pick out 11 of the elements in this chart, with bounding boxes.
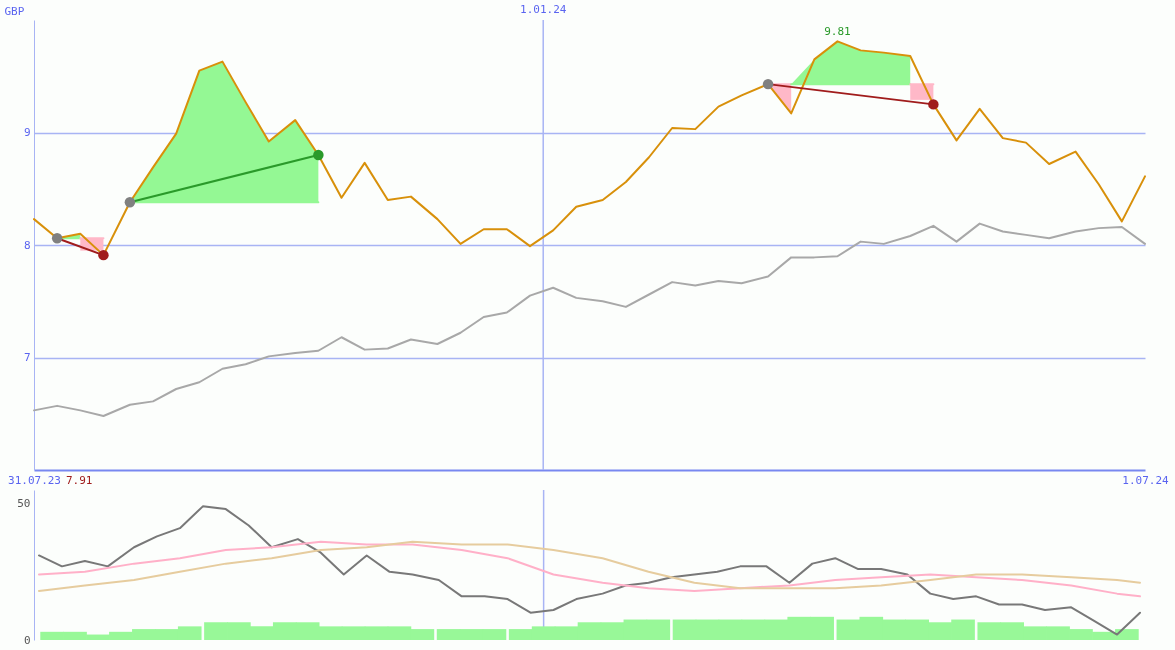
- y-tick-label: 9: [23, 126, 31, 139]
- y-tick-label: 7: [23, 351, 31, 364]
- y-tick-label: 0: [23, 633, 31, 647]
- text: 7.91: [66, 474, 93, 487]
- y-tick-label: 50: [17, 497, 31, 511]
- annotation: 9.81: [824, 25, 851, 39]
- y-tick-label: 8: [23, 238, 31, 252]
- x-tick-label: 1.07.24: [1122, 473, 1170, 487]
- y-axis-title: GBP: [4, 4, 25, 18]
- x-tick-label: 31.07.23: [8, 473, 61, 487]
- ref-line-label: 1.01.24: [520, 3, 567, 16]
